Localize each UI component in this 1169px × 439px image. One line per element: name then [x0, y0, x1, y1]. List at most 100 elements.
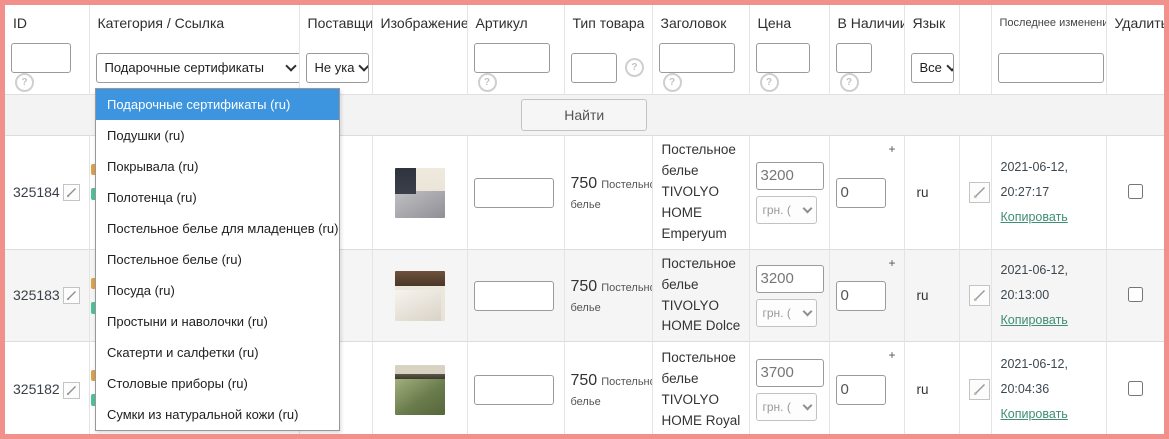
sku-input[interactable] — [473, 280, 554, 311]
table-row: 325182 750Постельное белье Постельное бе… — [5, 341, 1164, 434]
dropdown-option[interactable]: Сумки из натуральной кожи (ru) — [107, 407, 299, 422]
language-value: ru — [904, 341, 960, 434]
currency-select[interactable]: грн. ( — [755, 298, 817, 327]
plus-icon: + — [888, 256, 896, 270]
currency-value: грн. ( — [762, 305, 791, 320]
chevron-down-icon — [802, 306, 812, 316]
edit-cell — [959, 341, 992, 434]
filter-id-input[interactable] — [11, 43, 71, 73]
column-header-price: Цена — [749, 5, 830, 41]
delete-checkbox[interactable] — [1128, 287, 1143, 302]
help-icon: ? — [662, 73, 682, 92]
dropdown-option[interactable]: Простыни и наволочки (ru) — [107, 314, 268, 329]
currency-select[interactable]: грн. ( — [755, 195, 817, 224]
product-title: Постельное белье TIVOLYO HOME Emperyum — [652, 135, 750, 250]
language-value: ru — [904, 135, 960, 250]
edit-icon[interactable] — [62, 287, 80, 305]
column-header-title: Заголовок — [652, 5, 750, 41]
dropdown-option[interactable]: Постельное белье (ru) — [107, 252, 242, 267]
column-header-last-modified: Последнее изменение — [991, 5, 1107, 41]
filter-row: ? Подарочные сертификаты Не ука — [5, 41, 1164, 95]
filter-last-modified-input[interactable] — [997, 52, 1104, 83]
dropdown-option[interactable]: Подарочные сертификаты (ru) — [96, 89, 339, 120]
filter-sku-input[interactable] — [473, 43, 550, 73]
dropdown-option[interactable]: Посуда (ru) — [107, 283, 175, 298]
help-icon: ? — [15, 73, 34, 92]
edit-icon[interactable] — [968, 285, 990, 306]
help-icon: ? — [759, 73, 779, 92]
help-icon: ? — [624, 58, 644, 77]
delete-checkbox[interactable] — [1128, 184, 1143, 199]
product-type-label: Постельное белье — [570, 281, 652, 314]
product-type-code: 750 — [570, 174, 598, 192]
chevron-down-icon — [802, 400, 812, 411]
stock-input[interactable] — [835, 177, 886, 208]
sku-input[interactable] — [473, 374, 554, 405]
filter-price-input[interactable] — [755, 43, 810, 73]
dropdown-option[interactable]: Подушки (ru) — [107, 128, 185, 143]
column-header-delete: Удалить — [1106, 5, 1164, 41]
category-tag-icon — [90, 370, 98, 381]
delete-cell — [1106, 249, 1164, 342]
category-tag-icon — [90, 278, 98, 289]
chevron-down-icon — [284, 60, 297, 72]
stock-cell: + — [829, 341, 905, 434]
price-input[interactable] — [755, 161, 824, 190]
filter-category-select[interactable]: Подарочные сертификаты — [95, 52, 298, 83]
column-header-category: Категория / Ссылка — [89, 5, 300, 41]
filter-language-selected-value: Все — [919, 60, 942, 75]
stock-input[interactable] — [835, 280, 886, 311]
last-modified-value: 2021-06-12, 20:04:36 — [1000, 357, 1068, 397]
last-modified-value: 2021-06-12, 20:13:00 — [1000, 263, 1068, 302]
edit-icon[interactable] — [968, 182, 990, 203]
copy-link[interactable]: Копировать — [1000, 210, 1068, 224]
stock-input[interactable] — [835, 374, 886, 405]
currency-value: грн. ( — [762, 202, 791, 217]
plus-icon: + — [888, 142, 896, 156]
product-image — [394, 167, 445, 218]
product-id-cell: 325183 — [5, 249, 90, 342]
column-header-sku: Артикул — [467, 5, 565, 41]
sku-input[interactable] — [473, 177, 554, 208]
filter-image-empty-cell — [372, 41, 468, 95]
filter-supplier-selected-value: Не ука — [314, 60, 355, 75]
currency-select[interactable]: грн. ( — [755, 392, 817, 421]
product-id: 325182 — [13, 380, 60, 397]
help-icon: ? — [477, 73, 497, 92]
stock-cell: + — [829, 135, 905, 250]
filter-supplier-select[interactable]: Не ука — [305, 52, 369, 83]
filter-product-type-input[interactable] — [570, 52, 617, 83]
product-id: 325184 — [13, 183, 60, 200]
product-image — [394, 364, 445, 415]
chevron-down-icon — [946, 60, 953, 72]
delete-checkbox[interactable] — [1128, 381, 1143, 397]
product-type-label: Постельное белье — [570, 376, 652, 408]
delete-cell — [1106, 135, 1164, 250]
copy-link[interactable]: Копировать — [1000, 407, 1068, 422]
product-type-cell: 750Постельное белье — [564, 135, 653, 250]
category-tag-icon — [90, 188, 98, 200]
dropdown-option[interactable]: Скатерти и салфетки (ru) — [107, 345, 259, 360]
stock-cell: + — [829, 249, 905, 342]
dropdown-option[interactable]: Столовые приборы (ru) — [107, 376, 248, 391]
delete-cell — [1106, 341, 1164, 434]
find-button[interactable]: Найти — [521, 99, 648, 131]
filter-stock-input[interactable] — [835, 43, 872, 73]
filter-title-input[interactable] — [658, 43, 735, 73]
language-value: ru — [904, 249, 960, 342]
copy-link[interactable]: Копировать — [1000, 313, 1068, 327]
dropdown-option[interactable]: Покрывала (ru) — [107, 159, 199, 174]
edit-icon[interactable] — [968, 379, 990, 401]
edit-icon[interactable] — [62, 184, 80, 202]
product-id: 325183 — [13, 286, 60, 303]
price-input[interactable] — [755, 264, 824, 293]
dropdown-option[interactable]: Полотенца (ru) — [107, 190, 197, 205]
chevron-down-icon — [802, 203, 812, 213]
price-input[interactable] — [755, 358, 824, 387]
sku-cell — [467, 249, 565, 342]
edit-icon[interactable] — [62, 381, 80, 399]
image-cell — [372, 135, 468, 250]
filter-language-select[interactable]: Все — [910, 52, 954, 83]
dropdown-option[interactable]: Постельное белье для младенцев (ru) — [107, 221, 339, 236]
